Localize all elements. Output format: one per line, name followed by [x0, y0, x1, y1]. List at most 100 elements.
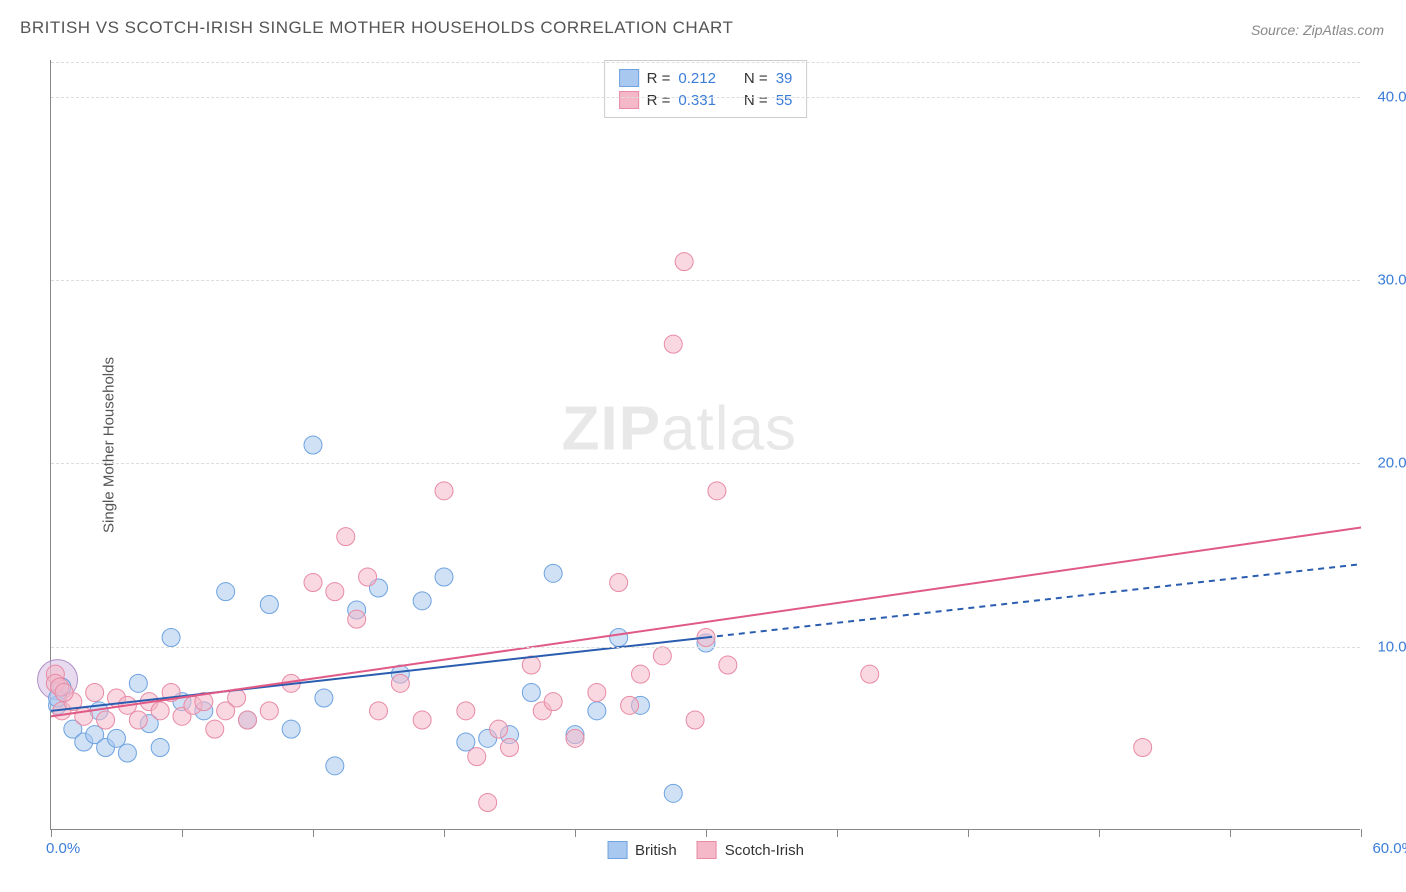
x-axis-origin-label: 0.0%	[46, 840, 80, 857]
gridline	[51, 280, 1360, 281]
scatter-point	[588, 702, 606, 720]
scatter-point	[664, 784, 682, 802]
r-value: 0.212	[678, 70, 716, 87]
scatter-point	[653, 647, 671, 665]
scatter-point	[370, 702, 388, 720]
scatter-point	[708, 482, 726, 500]
n-label: N =	[744, 70, 768, 87]
scatter-point	[632, 665, 650, 683]
legend-swatch	[607, 841, 627, 859]
x-tick	[706, 829, 707, 837]
legend-swatch	[619, 69, 639, 87]
scatter-point	[326, 583, 344, 601]
scatter-point	[664, 335, 682, 353]
scatter-point	[501, 739, 519, 757]
scatter-point	[566, 729, 584, 747]
x-tick	[182, 829, 183, 837]
x-tick	[837, 829, 838, 837]
scatter-point	[522, 684, 540, 702]
scatter-point	[359, 568, 377, 586]
trend-line	[51, 528, 1361, 717]
legend-label: British	[635, 842, 677, 859]
n-label: N =	[744, 92, 768, 109]
gridline	[51, 463, 1360, 464]
x-tick	[1361, 829, 1362, 837]
scatter-point	[151, 739, 169, 757]
r-value: 0.331	[678, 92, 716, 109]
scatter-point	[413, 592, 431, 610]
scatter-point	[490, 720, 508, 738]
scatter-point	[239, 711, 257, 729]
scatter-point	[217, 583, 235, 601]
x-tick	[1099, 829, 1100, 837]
scatter-point	[260, 702, 278, 720]
legend-item: British	[607, 841, 677, 859]
scatter-point	[544, 693, 562, 711]
scatter-point	[326, 757, 344, 775]
scatter-point	[435, 482, 453, 500]
legend-item: Scotch-Irish	[697, 841, 804, 859]
y-tick-label: 20.0%	[1377, 455, 1406, 472]
scatter-point	[260, 596, 278, 614]
scatter-point	[315, 689, 333, 707]
scatter-plot-svg	[51, 60, 1360, 829]
legend-row: R = 0.212 N = 39	[619, 67, 793, 89]
scatter-point	[86, 684, 104, 702]
source-attribution: Source: ZipAtlas.com	[1251, 22, 1384, 38]
scatter-point	[457, 733, 475, 751]
scatter-point	[544, 564, 562, 582]
x-axis-max-label: 60.0%	[1372, 840, 1406, 857]
scatter-point	[348, 610, 366, 628]
gridline	[51, 62, 1360, 63]
legend-swatch	[619, 91, 639, 109]
scatter-point	[108, 729, 126, 747]
scatter-point	[435, 568, 453, 586]
scatter-point	[1134, 739, 1152, 757]
scatter-point	[610, 574, 628, 592]
x-tick	[1230, 829, 1231, 837]
n-value: 55	[776, 92, 793, 109]
x-tick	[575, 829, 576, 837]
y-tick-label: 10.0%	[1377, 638, 1406, 655]
r-label: R =	[647, 92, 671, 109]
legend-row: R = 0.331 N = 55	[619, 89, 793, 111]
scatter-point	[206, 720, 224, 738]
x-tick	[444, 829, 445, 837]
series-legend: British Scotch-Irish	[607, 841, 804, 859]
scatter-point	[468, 748, 486, 766]
scatter-point	[588, 684, 606, 702]
scatter-point	[719, 656, 737, 674]
gridline	[51, 647, 1360, 648]
scatter-point	[151, 702, 169, 720]
scatter-point	[610, 629, 628, 647]
y-tick-label: 30.0%	[1377, 272, 1406, 289]
x-tick	[313, 829, 314, 837]
scatter-point	[686, 711, 704, 729]
scatter-point	[304, 574, 322, 592]
legend-swatch	[697, 841, 717, 859]
scatter-point	[118, 744, 136, 762]
n-value: 39	[776, 70, 793, 87]
scatter-point	[304, 436, 322, 454]
y-tick-label: 40.0%	[1377, 88, 1406, 105]
scatter-point	[457, 702, 475, 720]
scatter-point	[97, 711, 115, 729]
scatter-point	[129, 674, 147, 692]
gridline	[51, 97, 1360, 98]
scatter-point	[413, 711, 431, 729]
x-tick	[51, 829, 52, 837]
trend-line	[51, 638, 706, 711]
scatter-point	[861, 665, 879, 683]
scatter-point	[621, 696, 639, 714]
scatter-point	[391, 674, 409, 692]
scatter-point	[55, 684, 73, 702]
scatter-point	[337, 528, 355, 546]
chart-plot-area: Single Mother Households ZIPatlas R = 0.…	[50, 60, 1360, 830]
scatter-point	[162, 629, 180, 647]
chart-title: BRITISH VS SCOTCH-IRISH SINGLE MOTHER HO…	[20, 18, 733, 38]
scatter-point	[282, 720, 300, 738]
scatter-point	[129, 711, 147, 729]
legend-label: Scotch-Irish	[725, 842, 804, 859]
scatter-point	[479, 794, 497, 812]
r-label: R =	[647, 70, 671, 87]
